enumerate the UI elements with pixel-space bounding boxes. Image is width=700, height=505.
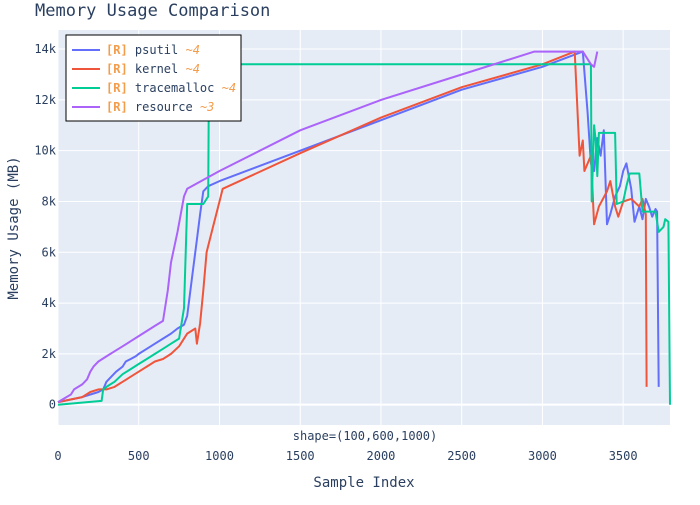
- x-tick-label: 3000: [528, 449, 557, 463]
- x-tick-label: 500: [128, 449, 150, 463]
- y-tick-label: 8k: [42, 194, 57, 208]
- y-tick-label: 2k: [42, 347, 57, 361]
- y-tick-label: 0: [49, 398, 56, 412]
- y-tick-label: 4k: [42, 296, 57, 310]
- x-tick-label: 2000: [367, 449, 396, 463]
- series-line-kernel: [57, 50, 648, 404]
- legend-label-tracemalloc: [R] tracemalloc ~4: [106, 81, 236, 95]
- legend: [R] psutil ~4 [R] kernel ~4 [R] tracemallo…: [65, 34, 242, 122]
- x-tick-labels: 0 500 1000 1500 2000 2500 3000 3500: [54, 449, 637, 463]
- annotation-text: shape=(100,600,1000): [293, 429, 438, 443]
- annotation-box: [291, 427, 439, 444]
- x-tick-label: 2500: [447, 449, 476, 463]
- y-tick-label: 14k: [34, 42, 56, 56]
- legend-label-kernel: [R] kernel ~4: [106, 62, 200, 76]
- x-axis-title: Sample Index: [313, 475, 414, 491]
- x-tick-label: 3500: [609, 449, 638, 463]
- y-axis-title: Memory Usage (MB): [6, 156, 22, 299]
- y-tick-label: 6k: [42, 245, 57, 259]
- data-traces: [57, 50, 671, 406]
- legend-label-resource: [R] resource ~3: [106, 100, 214, 114]
- y-tick-labels: 0 2k 4k 6k 8k 10k 12k 14k: [34, 42, 56, 412]
- y-tick-label: 12k: [34, 93, 56, 107]
- y-tick-label: 10k: [34, 144, 56, 158]
- x-tick-label: 1000: [205, 449, 234, 463]
- annotation: shape=(100,600,1000): [291, 427, 439, 444]
- series-line-resource: [57, 50, 599, 403]
- x-tick-label: 1500: [286, 449, 315, 463]
- chart-title: Memory Usage Comparison: [35, 1, 270, 21]
- legend-label-psutil: [R] psutil ~4: [106, 43, 200, 57]
- x-tick-label: 0: [54, 449, 61, 463]
